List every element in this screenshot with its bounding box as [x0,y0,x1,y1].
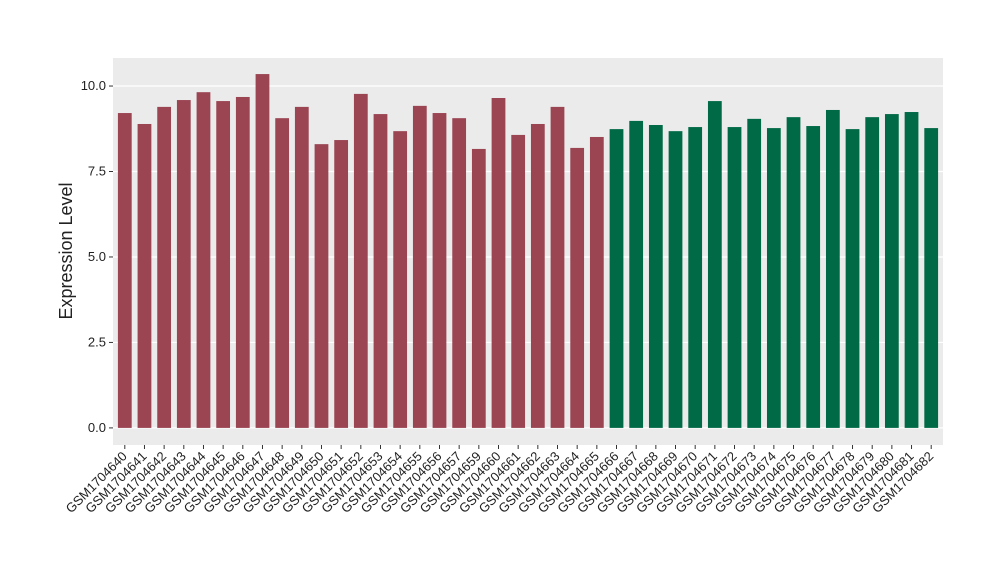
bar [884,114,899,428]
bar [747,118,762,428]
bar [491,97,506,428]
plot-panel [113,58,943,445]
bar [373,114,388,428]
bar [845,129,860,428]
bar [904,112,919,428]
bar [412,105,427,428]
bar [157,106,172,428]
bar [294,106,309,428]
bar [275,118,290,428]
bar [471,148,486,428]
bar [353,93,368,428]
bar [865,117,880,428]
bar [707,101,722,428]
bar [511,134,526,428]
bar [550,106,565,428]
bar [255,74,270,428]
bar [216,101,231,428]
y-tick-label: 7.5 [88,164,106,179]
bar [393,131,408,428]
bar [924,128,939,428]
bar [806,126,821,428]
bar [786,117,801,428]
bar [432,113,447,428]
y-tick-label: 5.0 [88,249,106,264]
bar [196,92,211,428]
bar [766,128,781,428]
bar [688,127,703,428]
bar [727,127,742,428]
bar [825,109,840,428]
bar [648,125,663,428]
y-tick-label: 0.0 [88,420,106,435]
bar [137,123,152,428]
bar [530,123,545,428]
bar [176,100,191,428]
bar [235,96,250,428]
bar [117,113,132,428]
bar [668,131,683,428]
y-tick-label: 10.0 [81,78,106,93]
y-axis-label: Expression Level [56,182,76,319]
bar [334,140,349,428]
bar [629,120,644,428]
y-tick-label: 2.5 [88,334,106,349]
bar [609,129,624,428]
bar [570,147,585,428]
bar [452,118,467,428]
bar [589,136,604,428]
bar [314,144,329,428]
